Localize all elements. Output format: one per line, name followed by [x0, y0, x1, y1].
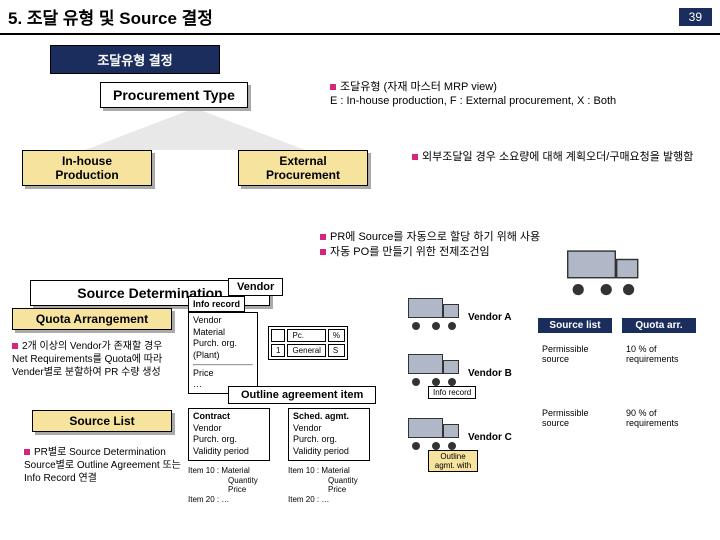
right-cell: Permissible source: [538, 406, 612, 430]
procurement-type-box: Procurement Type: [100, 82, 248, 108]
quota-arr-header: Quota arr.: [622, 318, 696, 333]
quota-desc: 2개 이상의 Vendor가 존재할 경우 Net Requirements를 …: [12, 340, 177, 379]
section-bar: 조달유형 결정: [50, 45, 220, 74]
vendor-a-label: Vendor A: [468, 312, 512, 323]
outline-agreement-label: Outline agreement item: [228, 386, 376, 404]
truck-icon: [408, 418, 463, 446]
mini-table: Pc.% 1GeneralS: [268, 326, 348, 360]
page-title: 5. 조달 유형 및 Source 결정: [8, 4, 213, 29]
right-cell: 90 % of requirements: [622, 406, 702, 430]
external-box: ExternalProcurement: [238, 150, 368, 186]
source-list-box: Source List: [32, 410, 172, 432]
bullet-icon: [24, 449, 30, 455]
bullet-icon: [330, 84, 336, 90]
external-desc: 외부조달일 경우 소요량에 대해 계획오더/구매요청을 발행함: [412, 150, 693, 164]
truck-icon: [408, 354, 463, 382]
right-cell: 10 % of requirements: [622, 342, 702, 366]
bullet-icon: [12, 343, 18, 349]
info-record-small: Info record: [428, 386, 476, 399]
source-det-desc: PR에 Source를 자동으로 할당 하기 위해 사용 자동 PO를 만들기 …: [320, 230, 540, 261]
vendor-c-label: Vendor C: [468, 432, 512, 443]
item-fields: Item 10 : Material Quantity Price Item 2…: [188, 466, 258, 504]
outline-small: Outline agmt. with: [428, 450, 478, 472]
bullet-icon: [320, 249, 326, 255]
item-fields-2: Item 10 : Material Quantity Price Item 2…: [288, 466, 358, 504]
inhouse-box: In-houseProduction: [22, 150, 152, 186]
sched-fields: Sched. agmt. Vendor Purch. org. Validity…: [288, 408, 370, 461]
bottom-area: Vendor Quota Arrangement 2개 이상의 Vendor가 …: [8, 278, 712, 532]
truck-icon: [408, 298, 463, 326]
source-list-header: Source list: [538, 318, 612, 333]
right-cell: Permissible source: [538, 342, 612, 366]
contract-fields: Contract Vendor Purch. org. Validity per…: [188, 408, 270, 461]
proc-type-area: Procurement Type 조달유형 (자재 마스터 MRP view) …: [0, 80, 720, 176]
source-list-desc: PR별로 Source Determination Source별로 Outli…: [24, 446, 184, 485]
bullet-icon: [412, 154, 418, 160]
desc-line: E : In-house production, F : External pr…: [330, 94, 616, 108]
header: 5. 조달 유형 및 Source 결정 39: [0, 0, 720, 35]
quota-box: Quota Arrangement: [12, 308, 172, 330]
vendor-label: Vendor: [228, 278, 283, 296]
vendor-b-label: Vendor B: [468, 368, 512, 379]
info-fields: Vendor Material Purch. org. (Plant) Pric…: [188, 312, 258, 394]
bullet-icon: [320, 234, 326, 240]
proc-type-desc: 조달유형 (자재 마스터 MRP view) E : In-house prod…: [330, 80, 616, 109]
triangle-shape: [85, 108, 305, 150]
info-record-label: Info record: [188, 296, 245, 312]
page-number: 39: [679, 8, 712, 26]
desc-line: 조달유형 (자재 마스터 MRP view): [340, 81, 497, 93]
truck-icon: [567, 250, 644, 289]
